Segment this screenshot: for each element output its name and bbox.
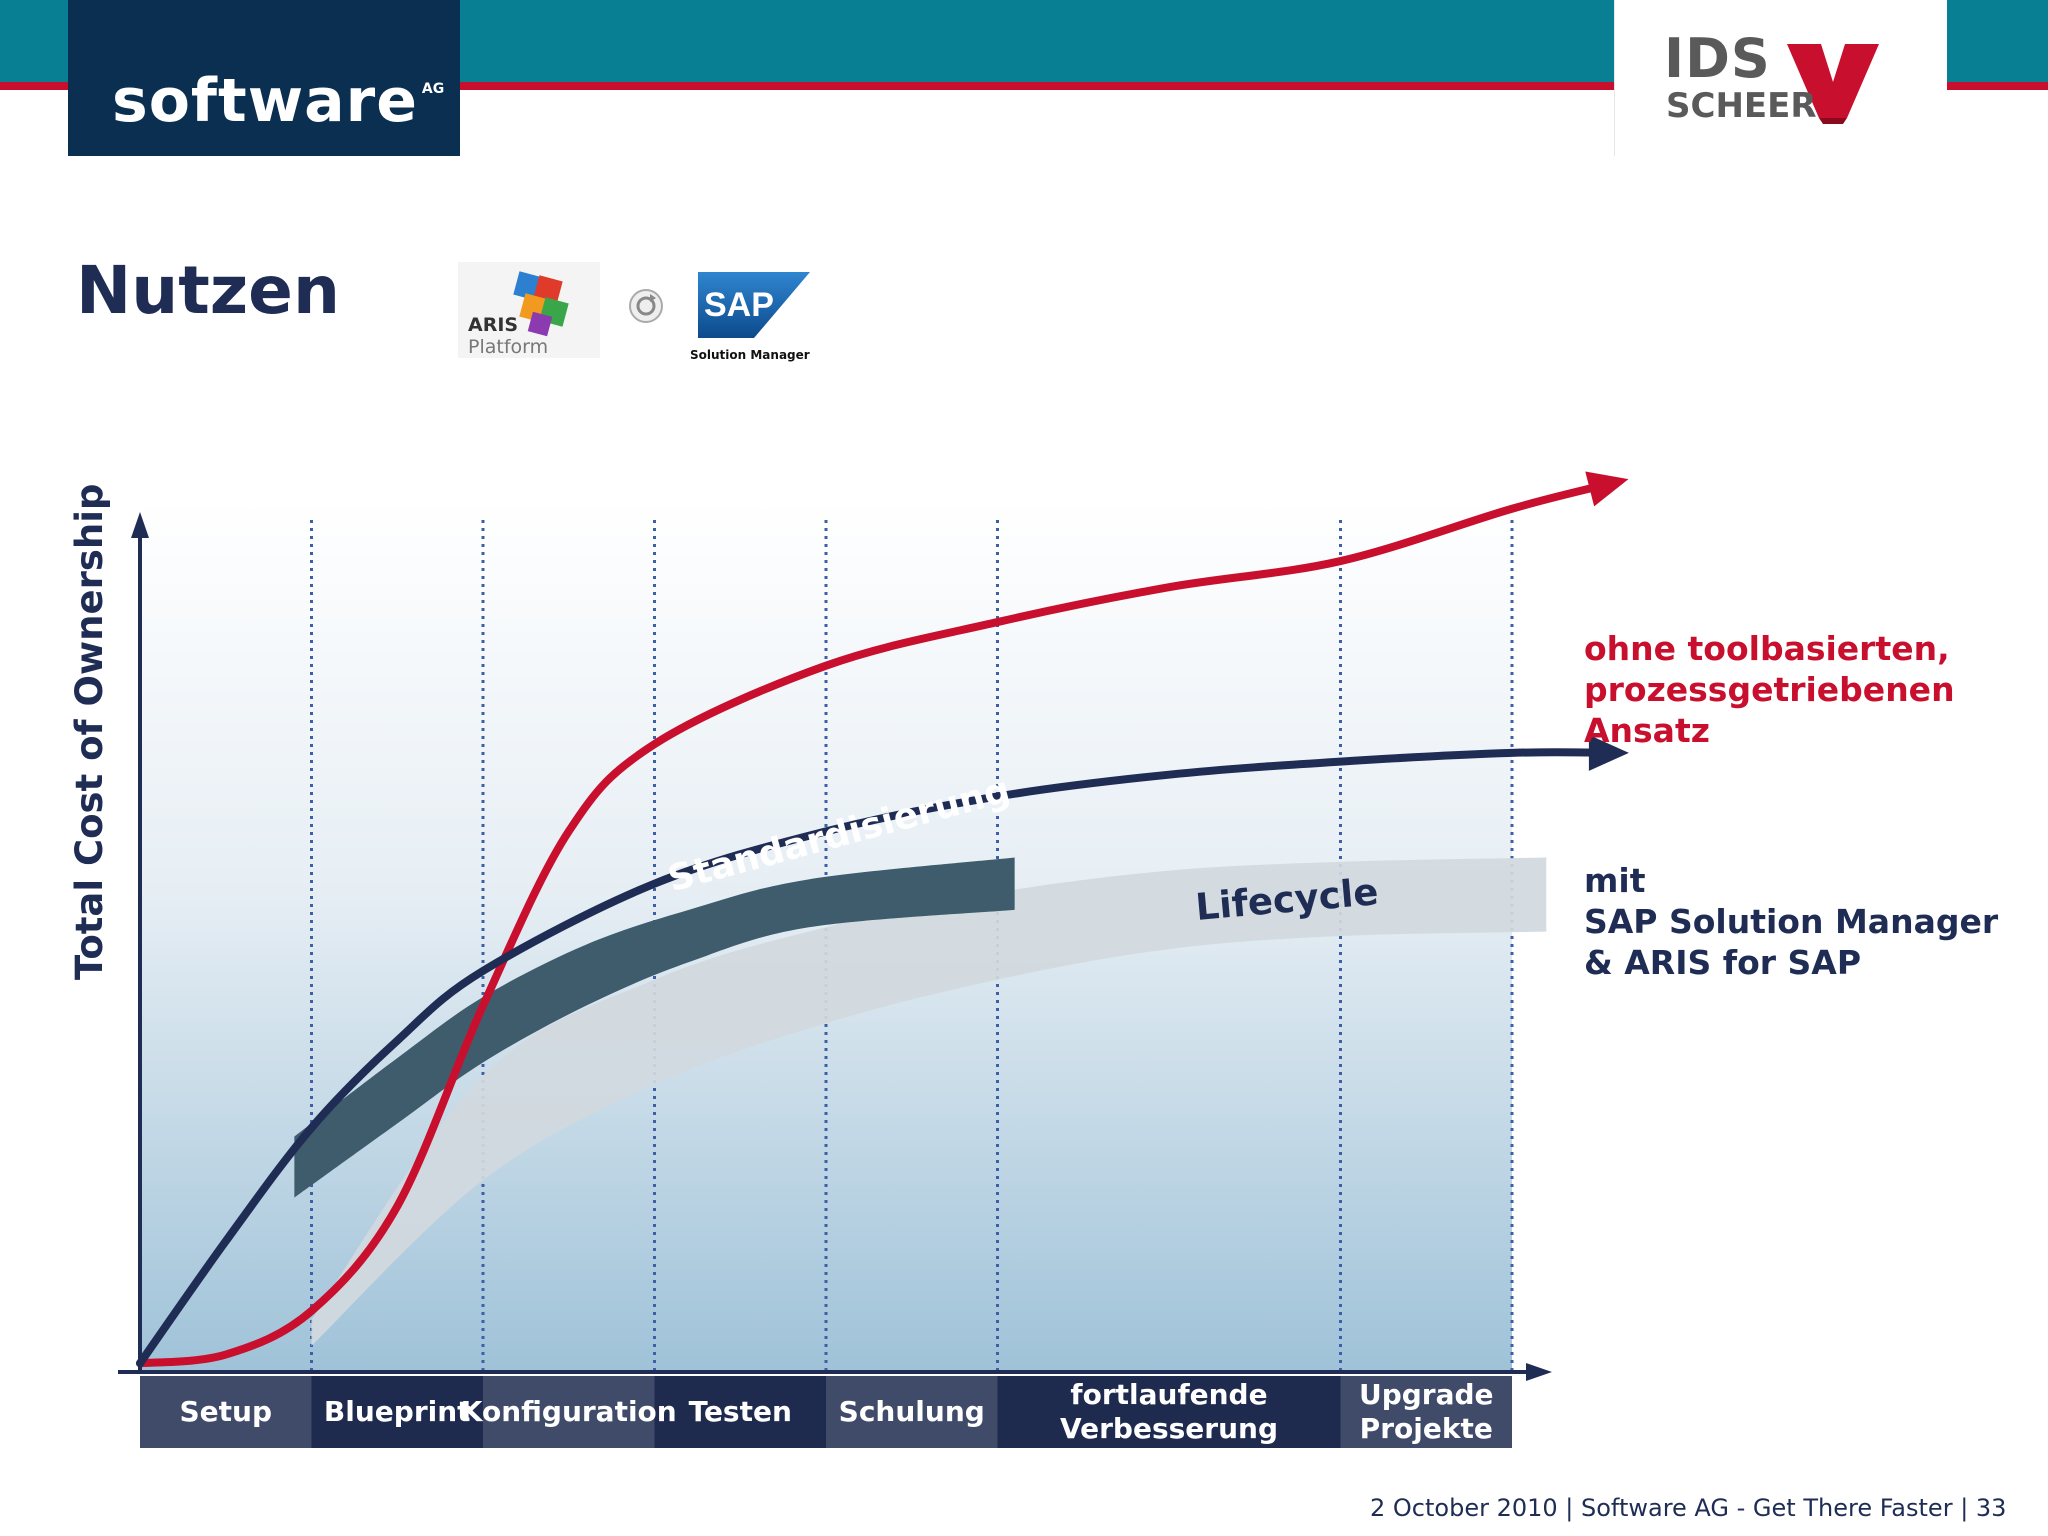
phase-box bbox=[826, 1376, 998, 1448]
aris-label: ARIS bbox=[468, 314, 519, 336]
band-standardisierung bbox=[294, 857, 1015, 1198]
x-tick-label: Blueprint bbox=[323, 1395, 471, 1428]
ids-logo-text: IDS bbox=[1664, 27, 1771, 90]
x-tick-label: Testen bbox=[688, 1395, 792, 1428]
sap-logo-text: SAP bbox=[704, 286, 774, 324]
aris-platform-label: Platform bbox=[468, 336, 549, 358]
series-arrow-navy bbox=[1588, 734, 1629, 771]
x-tick-label: fortlaufende Verbesserung bbox=[1059, 1378, 1278, 1445]
phase-box bbox=[654, 1376, 826, 1448]
band-lifecycle bbox=[311, 857, 1547, 1346]
band-label-lifecycle: Lifecycle bbox=[1194, 870, 1380, 929]
header-red-line bbox=[0, 82, 2048, 90]
page-title: Nutzen bbox=[76, 252, 340, 329]
series-arrow-red bbox=[1585, 471, 1629, 507]
sap-logo: SAP bbox=[698, 272, 810, 338]
legend-blue-series: mit SAP Solution Manager & ARIS for SAP bbox=[1584, 861, 1999, 982]
software-ag-logo bbox=[68, 0, 460, 156]
y-axis-arrow bbox=[131, 512, 149, 538]
series-line-red bbox=[136, 478, 1619, 1368]
phase-box bbox=[1340, 1376, 1512, 1448]
x-tick-label: Setup bbox=[179, 1395, 273, 1428]
software-ag-logo-text: software AG bbox=[112, 66, 445, 136]
footer: 2 October 2010 | Software AG - Get There… bbox=[1370, 1494, 2007, 1522]
band-label-standardisierung: Standardisierung bbox=[664, 770, 1015, 901]
phase-box bbox=[140, 1376, 312, 1448]
scheer-logo-text: SCHEER bbox=[1666, 86, 1817, 126]
x-tick-label: Konfiguration bbox=[460, 1395, 677, 1428]
x-tick-label: Schulung bbox=[838, 1395, 985, 1428]
sap-solution-manager-label: Solution Manager bbox=[690, 348, 810, 362]
legend-red-series: ohne toolbasierten, prozessgetriebenen A… bbox=[1584, 629, 1955, 750]
sync-icon bbox=[629, 289, 663, 323]
aris-platform-logo bbox=[458, 262, 600, 358]
ids-scheer-mark-icon bbox=[1787, 44, 1879, 124]
x-tick-label: Upgrade Projekte bbox=[1358, 1378, 1494, 1445]
ids-scheer-logo bbox=[1614, 0, 1947, 156]
phase-box bbox=[311, 1376, 483, 1448]
x-axis-arrow bbox=[1526, 1363, 1552, 1381]
series-line-navy bbox=[136, 748, 1619, 1368]
phase-box bbox=[483, 1376, 655, 1448]
phase-box bbox=[997, 1376, 1341, 1448]
